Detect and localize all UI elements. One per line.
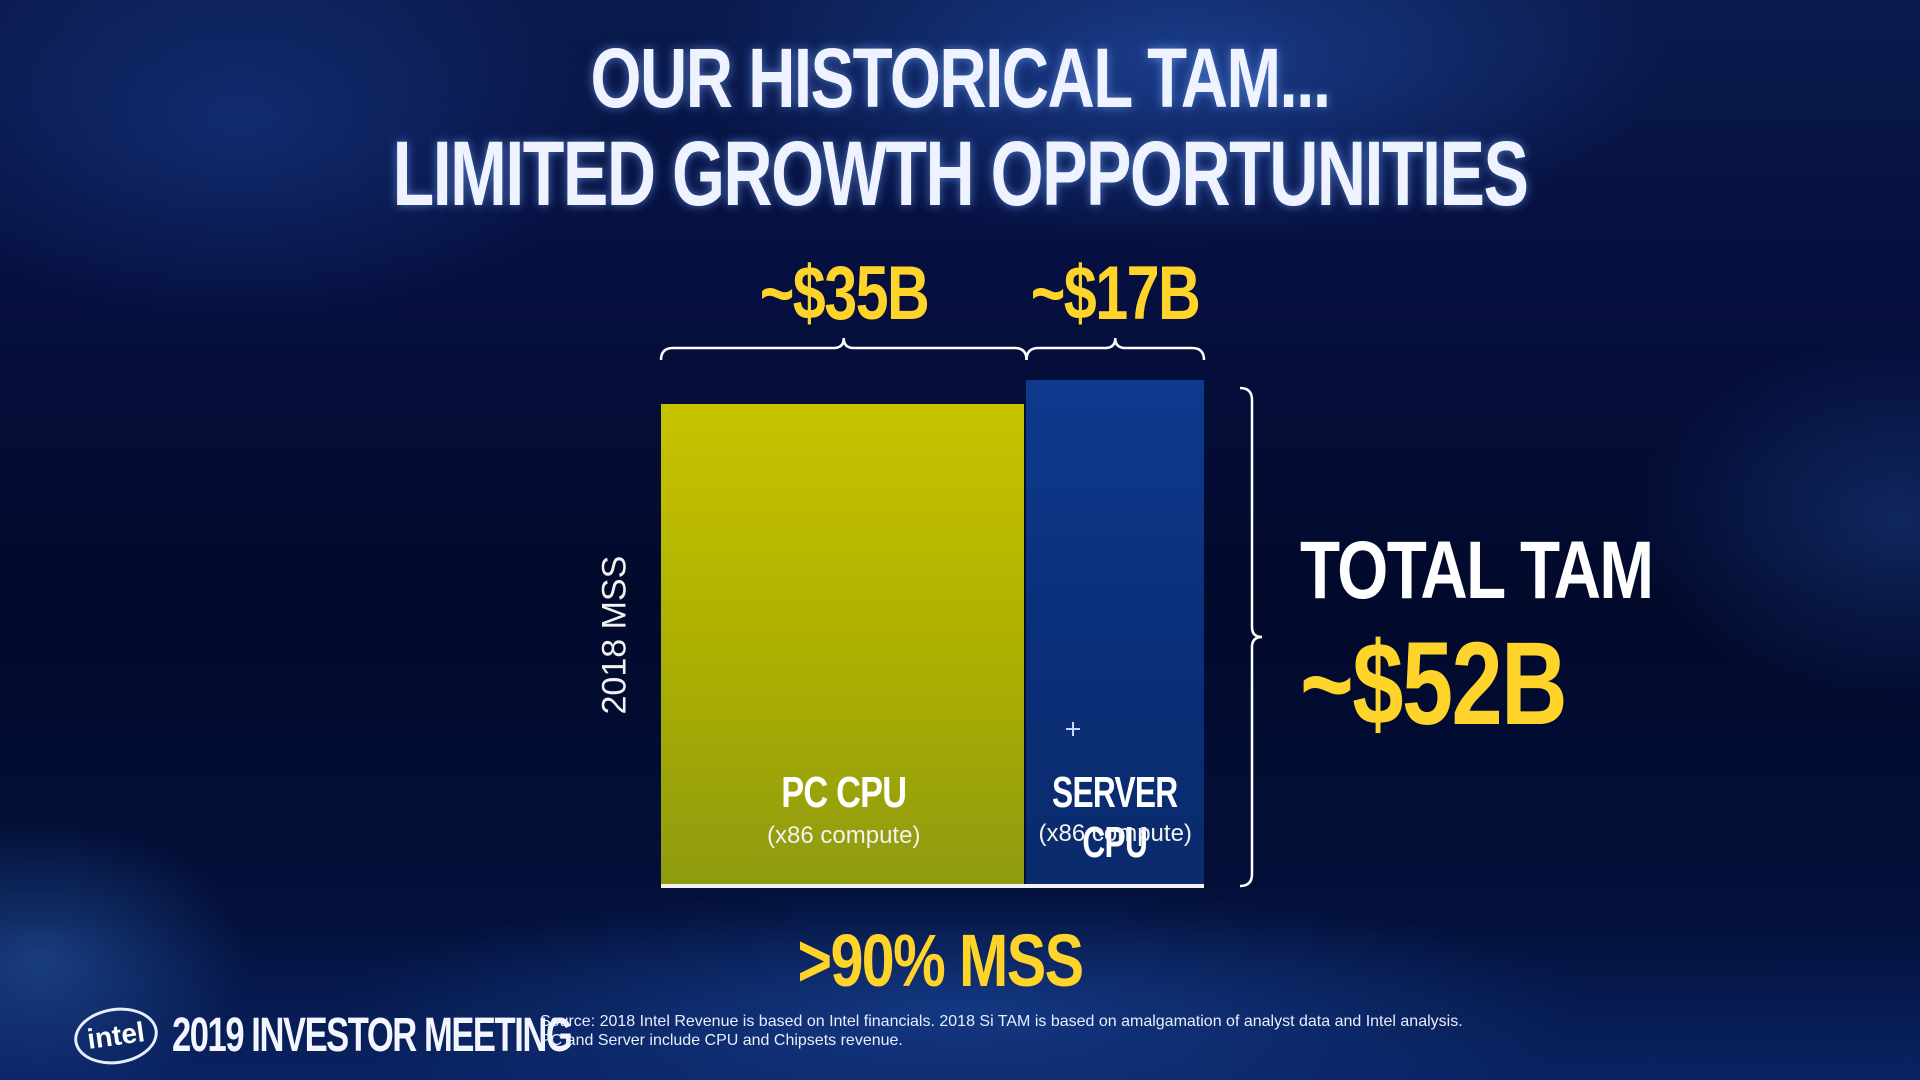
slide-title-line-1: OUR HISTORICAL TAM... xyxy=(590,31,1331,125)
pc-cpu-brace xyxy=(659,337,1028,361)
source-note-line-1: Source: 2018 Intel Revenue is based on I… xyxy=(540,1013,1463,1030)
pc-cpu-category-label: PC CPU xyxy=(781,768,907,817)
slide-title-line-2: LIMITED GROWTH OPPORTUNITIES xyxy=(392,123,1529,225)
server-cpu-brace xyxy=(1025,337,1206,361)
source-note: Source: 2018 Intel Revenue is based on I… xyxy=(540,1012,1463,1050)
server-cpu-category-label: SERVER CPU xyxy=(1052,768,1179,867)
total-tam-label: TOTAL TAM xyxy=(1300,525,1654,616)
server-cpu-sublabel: (x86 compute) xyxy=(1038,820,1192,847)
server-cpu-bar xyxy=(1026,380,1204,884)
mouse-cursor-icon xyxy=(1066,722,1080,736)
pc-cpu-sublabel: (x86 compute) xyxy=(767,822,921,849)
y-axis-label: 2018 MSS xyxy=(595,555,634,715)
chart-baseline xyxy=(661,884,1204,888)
mss-share-label: >90% MSS xyxy=(797,919,1085,1002)
source-note-line-2: PC and Server include CPU and Chipsets r… xyxy=(540,1032,903,1049)
pc-cpu-bar xyxy=(661,404,1025,884)
pc-cpu-value-label: ~$35B xyxy=(759,251,929,336)
event-name: 2019 INVESTOR MEETING xyxy=(172,1009,573,1062)
total-tam-value: ~$52B xyxy=(1300,618,1568,750)
total-tam-brace xyxy=(1239,386,1263,888)
server-cpu-value-label: ~$17B xyxy=(1030,251,1201,336)
